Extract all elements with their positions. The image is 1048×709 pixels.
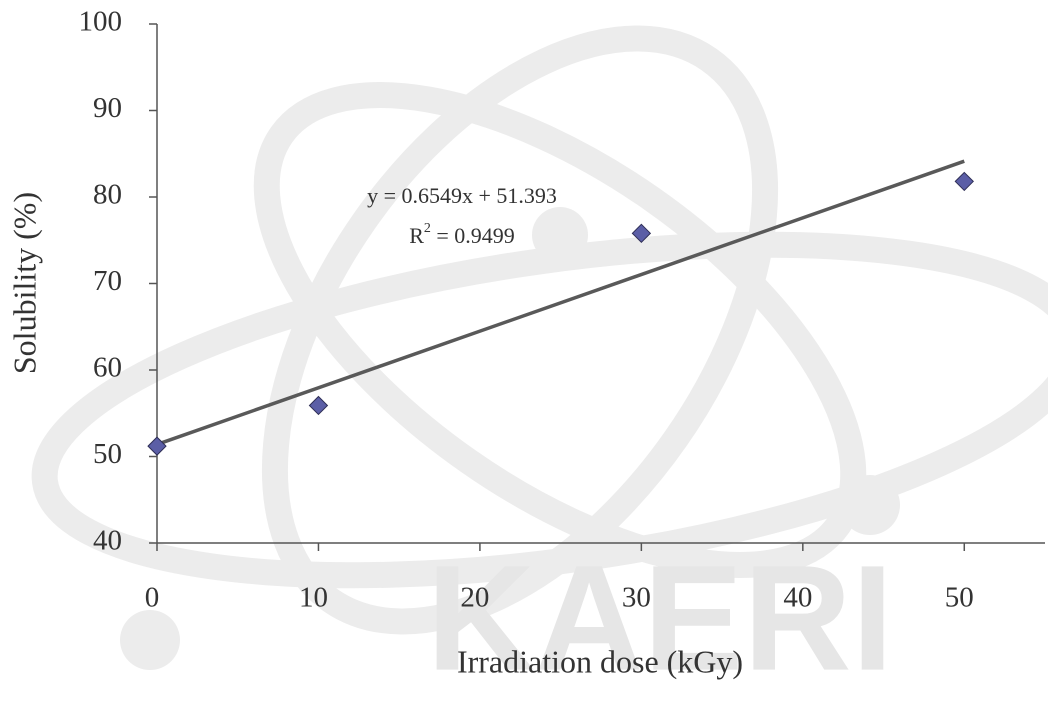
y-axis-title: Solubility (%)	[6, 192, 42, 374]
watermark-text: KAERI	[427, 534, 894, 702]
data-point	[147, 436, 167, 456]
x-tick-label: 0	[145, 582, 160, 614]
y-tick-label: 70	[93, 265, 122, 297]
equation: y = 0.6549x + 51.393	[367, 183, 557, 208]
watermark-dot	[120, 610, 180, 670]
x-axis-title: Irradiation dose (kGy)	[457, 643, 743, 679]
r2-base: R	[409, 223, 424, 248]
trendline	[156, 159, 965, 447]
y-tick-label: 50	[93, 438, 122, 470]
x-tick-label: 40	[783, 582, 812, 614]
y-tick-label: 90	[93, 92, 122, 124]
watermark-dot	[532, 207, 588, 263]
x-tick-label: 50	[945, 582, 974, 614]
data-point	[308, 395, 329, 416]
r2-sup: 2	[424, 221, 431, 236]
x-tick-label: 10	[299, 582, 328, 614]
y-tick-label: 100	[79, 6, 123, 38]
y-tick-label: 80	[93, 179, 122, 211]
watermark-logo	[31, 25, 1048, 635]
data-point	[954, 171, 974, 192]
data-point	[631, 223, 652, 244]
x-tick-label: 20	[460, 582, 489, 614]
r2-rest: = 0.9499	[431, 223, 515, 248]
r-squared: R2 = 0.9499	[409, 221, 515, 248]
y-tick-label: 60	[93, 352, 122, 384]
y-tick-label: 40	[93, 525, 122, 557]
watermark-dot	[840, 475, 900, 535]
x-tick-label: 30	[622, 582, 651, 614]
